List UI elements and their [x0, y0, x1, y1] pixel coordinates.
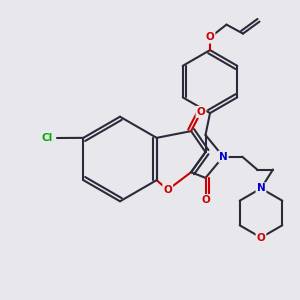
Text: O: O — [201, 195, 210, 205]
Text: O: O — [256, 232, 266, 243]
Text: Cl: Cl — [41, 133, 52, 143]
Text: O: O — [163, 185, 172, 195]
Text: N: N — [256, 183, 266, 194]
Text: N: N — [219, 152, 228, 162]
Text: O: O — [206, 32, 214, 43]
Text: O: O — [196, 107, 206, 117]
